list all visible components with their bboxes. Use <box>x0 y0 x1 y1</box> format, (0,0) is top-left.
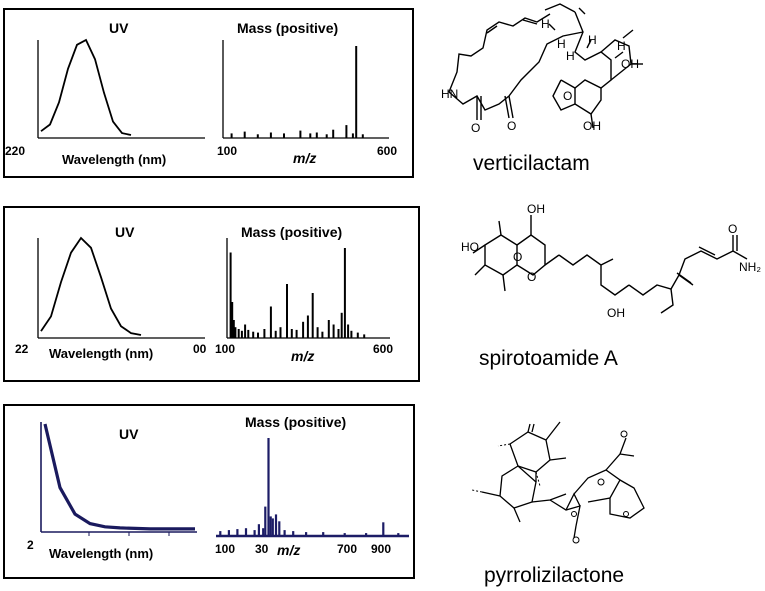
wl-axis-label: Wavelength (nm) <box>49 546 154 561</box>
panel-spirotoamide-a: UV Mass (positive) 22 Wavelength (nm) 00… <box>3 206 420 382</box>
atom-nh2: NH₂ <box>739 260 761 274</box>
atom-o-1: O <box>513 250 522 264</box>
atom-h-5: H <box>617 39 626 53</box>
wl-min-tick: 2 <box>27 538 34 552</box>
atom-h-1: H <box>541 17 550 31</box>
wl-axis-label: Wavelength (nm) <box>49 346 154 361</box>
structure-pyrrolizilactone <box>471 421 645 544</box>
mz-max-tick: 600 <box>373 342 394 356</box>
mz-min-tick: 100 <box>217 144 238 158</box>
mz-axis-label: m/z <box>293 150 317 166</box>
mass-title: Mass (positive) <box>241 224 343 240</box>
atom-h-4: H <box>566 49 575 63</box>
uv-curve <box>43 423 195 531</box>
compound-name-spirotoamide-a: spirotoamide A <box>479 347 618 370</box>
panel-verticilactam: UV Mass (positive) 220 Wavelength (nm) 1… <box>3 8 414 178</box>
atom-o-1: O <box>471 121 480 135</box>
mass-peaks <box>219 438 400 536</box>
uv-curve <box>40 236 142 336</box>
atom-h-3: H <box>588 33 597 47</box>
panel-pyrrolizilactone: UV Mass (positive) 2 Wavelength (nm) 100… <box>3 404 415 579</box>
wl-max-tick: 00 <box>193 342 207 356</box>
mz-axis-label: m/z <box>291 348 315 364</box>
uv-title: UV <box>115 224 135 240</box>
atom-oh-1: OH <box>621 57 639 71</box>
mz-tick-900: 900 <box>371 542 392 556</box>
spectra-verticilactam <box>37 38 389 139</box>
atom-o-2: O <box>507 119 516 133</box>
compound-name-pyrrolizilactone: pyrrolizilactone <box>484 564 625 587</box>
mass-peaks <box>230 46 364 138</box>
atom-ho: HO <box>461 240 479 254</box>
atom-o-2: O <box>527 270 536 284</box>
atom-hn: HN <box>441 87 458 101</box>
spectra-pyrrolizilactone <box>40 422 409 538</box>
uv-title: UV <box>109 20 129 36</box>
atom-oh-2: OH <box>607 306 625 320</box>
mass-title: Mass (positive) <box>237 20 339 36</box>
mz-tick-30: 30 <box>255 542 269 556</box>
mz-tick-100: 100 <box>215 542 236 556</box>
atom-o-3: O <box>563 89 572 103</box>
atom-h-2: H <box>557 37 566 51</box>
uv-curve <box>40 38 132 136</box>
structure-spirotoamide-a: HO OH OH O O O NH₂ <box>461 202 761 320</box>
atom-o-3: O <box>728 222 737 236</box>
wl-min-tick: 220 <box>5 144 26 158</box>
uv-title: UV <box>119 426 139 442</box>
mz-tick-700: 700 <box>337 542 358 556</box>
mz-min-tick: 100 <box>215 342 236 356</box>
mass-title: Mass (positive) <box>245 414 347 430</box>
mz-max-tick: 600 <box>377 144 398 158</box>
mass-peaks <box>229 248 366 338</box>
mz-axis-label: m/z <box>277 542 301 558</box>
spectra-spirotoamide-a <box>37 236 390 339</box>
wl-axis-label: Wavelength (nm) <box>62 152 167 167</box>
compound-name-verticilactam: verticilactam <box>473 152 590 175</box>
atom-oh-1: OH <box>527 202 545 216</box>
structure-verticilactam: OH OH HN O O O H H H H H <box>441 3 643 135</box>
wl-min-tick: 22 <box>15 342 29 356</box>
atom-oh-2: OH <box>583 119 601 133</box>
